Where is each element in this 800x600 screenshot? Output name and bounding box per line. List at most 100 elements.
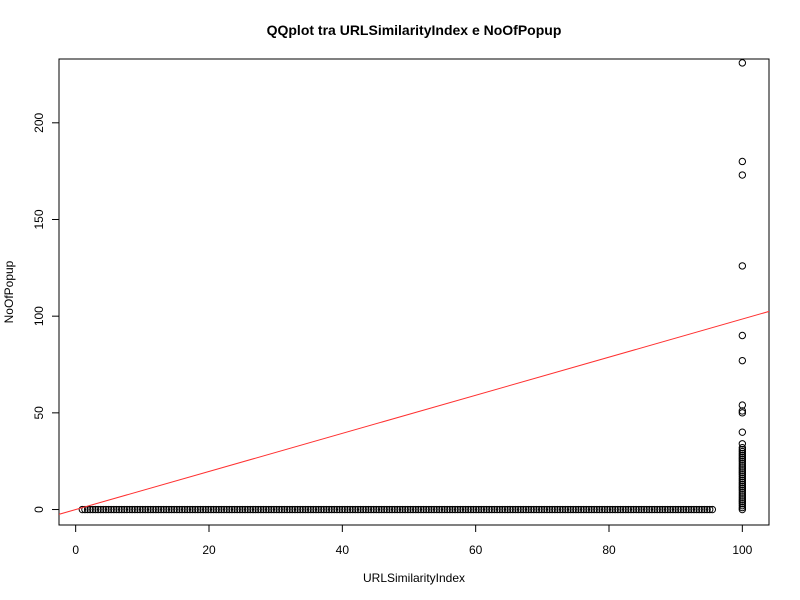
data-point	[459, 505, 467, 514]
data-point	[566, 505, 575, 514]
data-point	[698, 505, 706, 514]
data-point	[624, 505, 633, 514]
data-point	[433, 505, 441, 514]
data-point	[738, 492, 747, 500]
data-point	[738, 501, 747, 510]
data-point	[738, 443, 747, 452]
data-point	[738, 482, 747, 491]
data-point	[259, 505, 268, 514]
data-point	[440, 505, 449, 514]
data-point	[738, 486, 747, 494]
data-point	[115, 505, 123, 514]
data-point	[514, 505, 522, 514]
data-point	[412, 505, 420, 514]
data-point	[325, 505, 333, 514]
data-point	[123, 505, 131, 514]
data-point	[593, 505, 601, 514]
data-point	[530, 505, 538, 514]
data-point	[86, 505, 94, 514]
data-point	[249, 505, 257, 514]
y-tick-label: 150	[32, 209, 46, 229]
data-point	[341, 505, 349, 514]
data-point	[94, 505, 102, 514]
data-point	[669, 505, 677, 514]
data-point	[598, 505, 606, 514]
data-point	[359, 505, 367, 514]
data-point	[572, 505, 580, 514]
data-point	[262, 505, 270, 514]
data-point	[488, 505, 496, 514]
data-point	[175, 505, 184, 514]
y-tick-label: 200	[32, 112, 46, 132]
data-point	[522, 505, 530, 514]
data-point	[144, 505, 152, 514]
data-point	[703, 505, 711, 514]
data-point	[738, 171, 747, 179]
data-point	[738, 461, 747, 469]
data-point	[687, 505, 696, 514]
data-point	[212, 505, 220, 514]
data-point	[118, 505, 126, 514]
data-point	[422, 505, 430, 514]
data-point	[603, 505, 612, 514]
data-point	[343, 505, 352, 514]
data-point	[149, 505, 157, 514]
data-point	[738, 503, 747, 512]
data-point	[595, 505, 604, 514]
data-point	[738, 451, 747, 460]
data-point	[181, 505, 189, 514]
data-point	[738, 469, 747, 477]
data-point	[104, 505, 113, 514]
data-point	[183, 505, 192, 514]
data-point	[738, 463, 747, 471]
data-point	[314, 505, 323, 514]
data-point	[396, 505, 404, 514]
data-point	[666, 505, 675, 514]
data-point	[443, 505, 451, 514]
data-point	[451, 505, 459, 514]
data-point	[99, 505, 108, 514]
x-tick-label: 20	[202, 543, 216, 557]
data-point	[643, 505, 651, 514]
data-point	[209, 505, 218, 514]
data-point	[738, 157, 747, 166]
data-point	[480, 505, 488, 514]
x-tick-label: 100	[732, 543, 752, 557]
data-point	[658, 505, 667, 514]
data-point	[141, 505, 150, 514]
data-point	[128, 505, 136, 514]
data-point	[356, 505, 365, 514]
data-point	[196, 505, 205, 514]
data-point	[553, 505, 562, 514]
data-point	[199, 505, 207, 514]
data-point	[167, 505, 176, 514]
data-point	[509, 505, 517, 514]
data-point	[738, 440, 747, 448]
data-point	[307, 505, 315, 514]
data-point	[511, 505, 520, 514]
data-point	[490, 505, 499, 514]
data-point	[582, 505, 591, 514]
data-point	[280, 505, 289, 514]
data-point	[677, 505, 685, 514]
plot-frame	[58, 58, 770, 526]
data-point	[393, 505, 402, 514]
data-point	[220, 505, 228, 514]
data-point	[146, 505, 155, 514]
data-point	[152, 505, 160, 514]
data-point	[671, 505, 680, 514]
data-point	[406, 505, 415, 514]
data-point	[448, 505, 457, 514]
data-point	[692, 505, 701, 514]
data-point	[682, 505, 690, 514]
data-point	[272, 505, 281, 514]
data-point	[738, 474, 747, 483]
data-point	[738, 500, 747, 508]
data-point	[377, 505, 386, 514]
data-point	[110, 505, 118, 514]
data-point	[611, 505, 619, 514]
data-point	[548, 505, 556, 514]
data-point	[409, 505, 417, 514]
data-point	[446, 505, 454, 514]
data-point	[738, 457, 747, 465]
